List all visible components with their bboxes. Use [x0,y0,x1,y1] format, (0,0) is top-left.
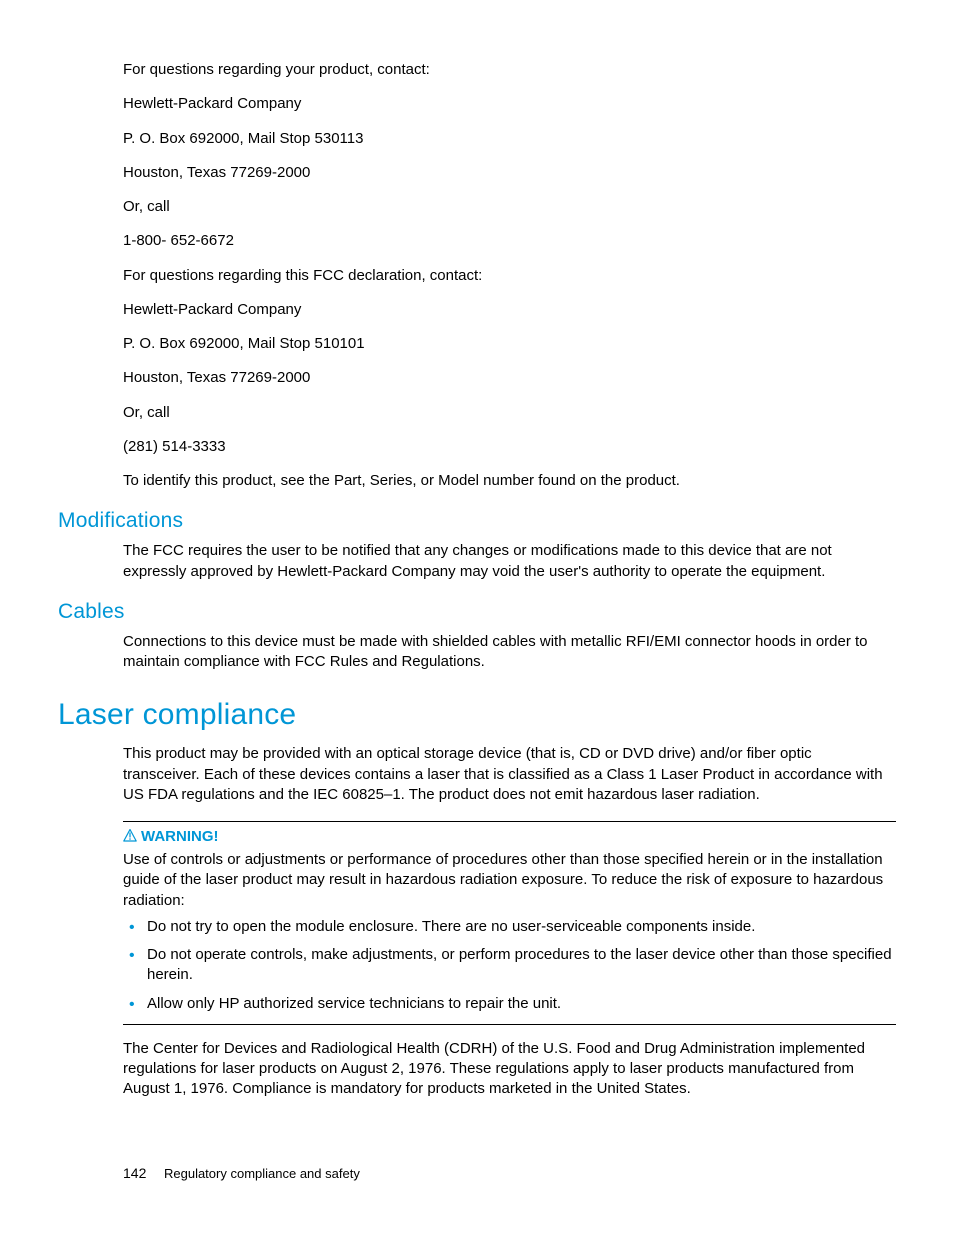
contact-product-phone: 1-800- 652-6672 [123,231,891,251]
contact-fcc-intro: For questions regarding this FCC declara… [123,266,891,286]
contact-fcc-company: Hewlett-Packard Company [123,300,891,320]
contact-product-city: Houston, Texas 77269-2000 [123,163,891,183]
warning-bullet-list: Do not try to open the module enclosure.… [123,917,896,1014]
warning-label-text: WARNING! [141,828,219,845]
laser-cdrh-text: The Center for Devices and Radiological … [123,1039,891,1100]
warning-label: WARNING! [123,828,896,846]
heading-modifications: Modifications [58,509,896,533]
contact-product-orcall: Or, call [123,197,891,217]
contact-fcc-orcall: Or, call [123,403,891,423]
heading-cables: Cables [58,600,896,624]
heading-laser-compliance: Laser compliance [58,698,896,732]
warning-rule-top [123,821,896,822]
warning-rule-bottom [123,1024,896,1025]
contact-product-company: Hewlett-Packard Company [123,94,891,114]
page-number: 142 [123,1165,146,1181]
contact-product-pobox: P. O. Box 692000, Mail Stop 530113 [123,129,891,149]
modifications-text: The FCC requires the user to be notified… [123,541,891,582]
warning-text: Use of controls or adjustments or perfor… [123,850,891,911]
warning-triangle-icon [123,829,137,846]
contact-fcc-pobox: P. O. Box 692000, Mail Stop 510101 [123,334,891,354]
contact-product-intro: For questions regarding your product, co… [123,60,891,80]
warning-bullet-item: Allow only HP authorized service technic… [123,994,896,1014]
document-page: For questions regarding your product, co… [0,0,954,1235]
identify-text: To identify this product, see the Part, … [123,471,891,491]
contact-fcc-city: Houston, Texas 77269-2000 [123,368,891,388]
footer-section-title: Regulatory compliance and safety [164,1166,360,1181]
warning-bullet-item: Do not operate controls, make adjustment… [123,945,896,986]
warning-bullet-item: Do not try to open the module enclosure.… [123,917,896,937]
page-footer: 142 Regulatory compliance and safety [123,1165,360,1181]
laser-intro: This product may be provided with an opt… [123,744,891,805]
cables-text: Connections to this device must be made … [123,632,891,673]
contact-fcc-phone: (281) 514-3333 [123,437,891,457]
